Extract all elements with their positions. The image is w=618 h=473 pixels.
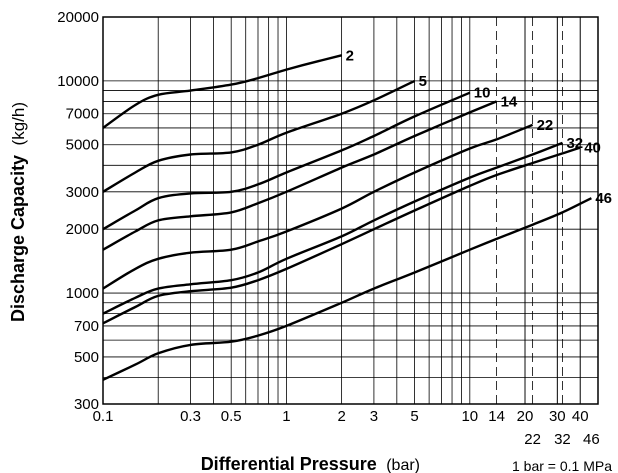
- y-tick-label: 700: [74, 318, 99, 335]
- x-tick-label: 0.5: [221, 408, 242, 425]
- capacity-curve-10: [102, 91, 471, 231]
- plot-frame: [102, 16, 599, 405]
- x-tick-label: 0.3: [180, 408, 201, 425]
- y-tick-label: 7000: [66, 106, 99, 123]
- capacity-curve-5: [102, 79, 416, 193]
- capacity-curve-2: [102, 54, 342, 129]
- series-label-5: 5: [419, 73, 427, 90]
- x-tick-label: 30: [549, 408, 566, 425]
- capacity-curve-40: [102, 146, 581, 325]
- grid-lines: [102, 17, 599, 404]
- x-tick-label: 20: [517, 408, 534, 425]
- x-tick-label-lower: 32: [554, 431, 571, 448]
- y-tick-label: 20000: [57, 9, 99, 26]
- series-label-40: 40: [584, 140, 601, 157]
- x-tick-label: 1: [282, 408, 290, 425]
- series-label-22: 22: [537, 117, 554, 134]
- series-label-32: 32: [566, 135, 583, 152]
- y-tick-label: 300: [74, 396, 99, 413]
- capacity-curve-46: [102, 197, 592, 381]
- x-tick-label: 10: [461, 408, 478, 425]
- y-axis-unit: (kg/h): [9, 102, 28, 145]
- x-tick-label: 3: [370, 408, 378, 425]
- y-tick-label: 1000: [66, 285, 99, 302]
- series-label-2: 2: [346, 47, 354, 64]
- x-tick-label: 40: [572, 408, 589, 425]
- capacity-curve-14: [102, 100, 498, 251]
- unit-conversion-note: 1 bar = 0.1 MPa: [512, 458, 612, 473]
- capacity-curve-32: [102, 141, 563, 315]
- x-tick-label-lower: 22: [524, 431, 541, 448]
- series-label-10: 10: [474, 85, 491, 102]
- x-tick-labels: 0.1 0.3 0.5 1 2 3 5 10 14 20 30 40 22 32 46: [93, 408, 600, 448]
- x-tick-label: 0.1: [93, 408, 114, 425]
- x-axis-title: Differential Pressure: [201, 454, 377, 473]
- x-tick-label: 14: [488, 408, 505, 425]
- y-tick-label: 2000: [66, 221, 99, 238]
- x-axis-unit: (bar): [386, 457, 420, 473]
- x-tick-label: 2: [337, 408, 345, 425]
- y-axis-title: Discharge Capacity: [8, 155, 28, 322]
- y-tick-labels: 300 500 700 1000 2000 3000 5000 7000 10000 20000: [57, 9, 99, 413]
- series-label-46: 46: [595, 190, 612, 207]
- y-tick-label: 3000: [66, 184, 99, 201]
- x-tick-label-lower: 46: [583, 431, 600, 448]
- x-axis-label: Differential Pressure (bar): [201, 454, 420, 473]
- y-axis-label: Discharge Capacity (kg/h): [8, 102, 28, 322]
- y-tick-label: 10000: [57, 73, 99, 90]
- x-tick-label: 5: [410, 408, 418, 425]
- capacity-curves: [102, 54, 592, 381]
- capacity-curve-22: [102, 123, 534, 290]
- y-tick-label: 500: [74, 349, 99, 366]
- y-tick-label: 5000: [66, 137, 99, 154]
- series-label-14: 14: [501, 93, 518, 110]
- series-labels: 2 5 10 14 22 32 40 46: [346, 47, 612, 207]
